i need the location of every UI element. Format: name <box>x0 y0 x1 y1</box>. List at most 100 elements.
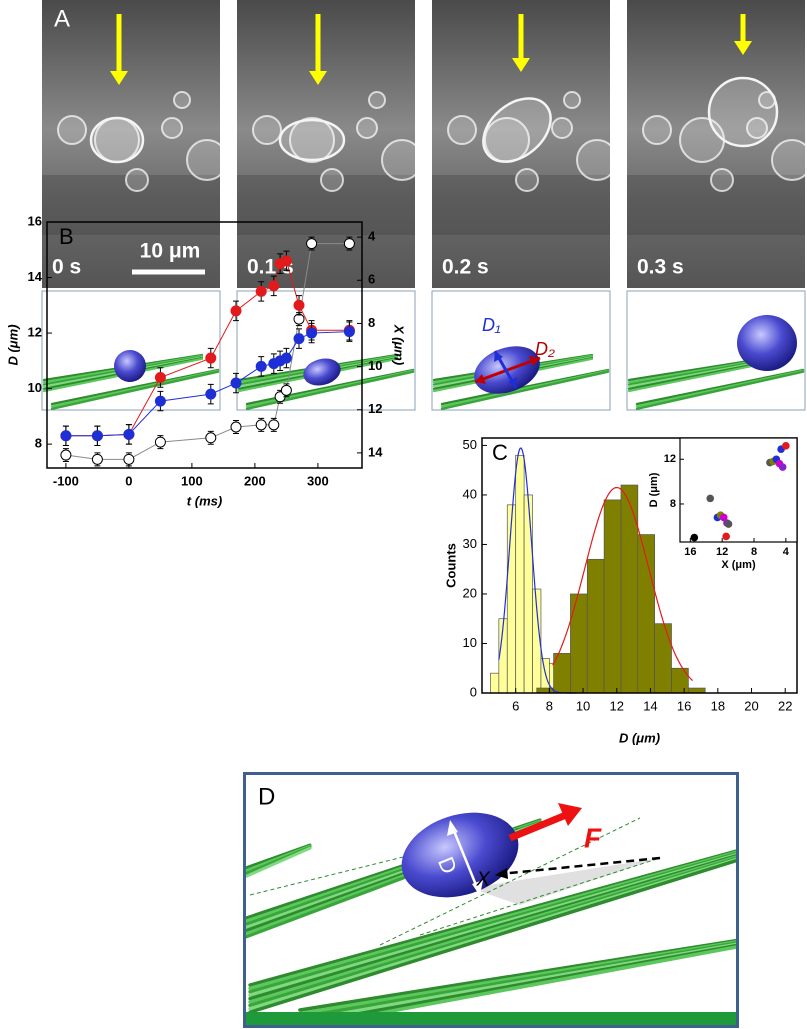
histogram-bar <box>570 593 588 694</box>
panel-d-frame <box>243 772 739 1028</box>
data-point <box>154 395 166 407</box>
data-point <box>230 421 242 433</box>
y-tick-label: 16 <box>28 213 42 228</box>
data-point <box>60 430 72 442</box>
d1-arrow-head <box>494 351 517 388</box>
bubble <box>710 168 734 192</box>
x-tick-label: 0 <box>125 473 132 488</box>
histogram-bar <box>586 558 605 694</box>
panel-label: B <box>59 224 74 249</box>
data-point <box>123 428 135 440</box>
y-tick-label: 10 <box>28 380 42 395</box>
leaf-strand <box>246 846 312 878</box>
y2-tick-label: 8 <box>368 315 375 330</box>
scatter-point <box>722 532 730 541</box>
time-label: 0.2 s <box>442 256 489 279</box>
histogram-bar <box>620 484 639 694</box>
scatter-point <box>706 494 715 503</box>
data-point <box>154 371 166 383</box>
arrow-head <box>734 41 752 55</box>
fiber-band <box>627 175 805 235</box>
inset-x-label: X (μm) <box>721 559 756 571</box>
leaf-strand <box>248 858 736 1014</box>
leaf-strand <box>440 370 610 410</box>
distance-label: X <box>475 868 490 890</box>
y2-axis-label: X (μm) <box>392 324 407 365</box>
bubble <box>381 139 423 181</box>
bubble <box>447 115 477 145</box>
force-arrow-head <box>558 803 582 826</box>
bubble <box>125 168 149 192</box>
x-tick-label: 10 <box>576 698 590 713</box>
x-tick-label: 100 <box>181 473 203 488</box>
x-tick-label: 18 <box>711 698 725 713</box>
histogram-bar <box>603 499 622 694</box>
data-point <box>91 430 103 442</box>
contact-shadow <box>470 858 660 905</box>
distance-arrow <box>499 856 661 876</box>
data-point <box>268 419 280 431</box>
photo-frame <box>237 0 423 288</box>
y-tick-label: 0 <box>470 684 477 699</box>
time-label: 0 s <box>52 256 81 279</box>
data-point <box>268 280 280 292</box>
inset-x-tick-label: 4 <box>783 546 790 558</box>
x-tick-label: 200 <box>244 473 266 488</box>
arrow-head <box>309 71 327 85</box>
data-point <box>205 432 217 444</box>
histogram-bar <box>515 454 525 694</box>
y-tick-label: 30 <box>463 536 477 551</box>
leaf-strand <box>245 370 415 410</box>
x-tick-label: 14 <box>643 698 657 713</box>
x-axis-label: D (μm) <box>619 730 660 745</box>
d2-arrow-head <box>475 356 540 384</box>
y-tick-label: 40 <box>463 486 477 501</box>
data-point <box>343 326 355 338</box>
data-point <box>205 352 217 364</box>
data-point <box>230 377 242 389</box>
data-point <box>123 453 135 465</box>
panel-label: A <box>54 5 70 32</box>
histogram-bar <box>654 623 672 694</box>
y-tick-label: 50 <box>463 437 477 452</box>
schematic <box>626 290 806 411</box>
scatter-point <box>782 442 790 450</box>
data-point <box>60 449 72 461</box>
x-tick-label: 300 <box>307 473 329 488</box>
bubble <box>551 117 573 139</box>
bubble <box>173 91 191 109</box>
scatter-point <box>690 533 699 542</box>
schematic <box>431 290 611 411</box>
y-tick-label: 8 <box>35 436 42 451</box>
distance-arrow-head <box>495 868 508 879</box>
data-point <box>293 333 305 345</box>
bubble <box>57 115 87 145</box>
schematic <box>236 290 416 411</box>
force-label: F <box>584 822 602 853</box>
inset-x-tick-label: 12 <box>716 546 728 558</box>
data-point <box>230 305 242 317</box>
photo-frame <box>432 0 618 288</box>
photo-frame <box>627 0 807 288</box>
inset-y-tick-label: 12 <box>664 453 676 465</box>
schematic <box>41 290 221 411</box>
data-point <box>91 453 103 465</box>
data-point <box>306 327 318 339</box>
histogram-bar <box>523 494 533 694</box>
y-tick-label: 20 <box>463 585 477 600</box>
data-point <box>255 285 267 297</box>
arrow-head <box>110 71 128 85</box>
droplet <box>707 76 779 148</box>
droplet-model <box>737 315 797 371</box>
d2-label: D₂ <box>535 339 555 359</box>
y2-tick-label: 10 <box>368 358 382 373</box>
data-point <box>255 419 267 431</box>
histogram-bar <box>490 672 500 694</box>
x-tick-label: 22 <box>778 698 792 713</box>
bubble <box>368 91 386 109</box>
bubble <box>576 139 618 181</box>
histogram-bar <box>506 504 517 694</box>
bubble <box>642 115 672 145</box>
arrow-head <box>512 58 530 72</box>
y2-tick-label: 4 <box>368 229 376 244</box>
